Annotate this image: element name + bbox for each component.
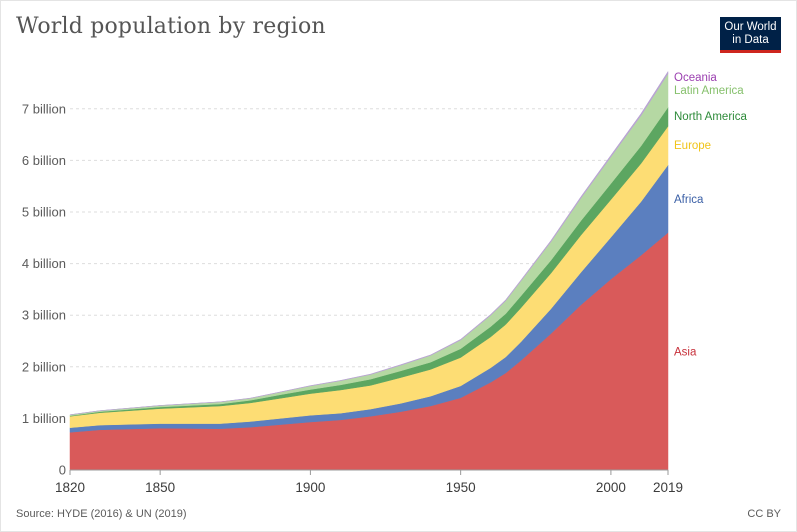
series-labels: Asia Africa Europe North America Latin Ameri… xyxy=(674,72,747,359)
y-tick-label: 7 billion xyxy=(22,101,66,116)
license-link[interactable]: CC BY xyxy=(747,508,781,520)
series-label-europe[interactable]: Europe xyxy=(674,140,711,152)
logo-line-2: in Data xyxy=(732,34,769,46)
y-tick-label: 4 billion xyxy=(22,256,66,271)
series-label-north-america[interactable]: North America xyxy=(674,111,747,123)
source-note[interactable]: Source: HYDE (2016) & UN (2019) xyxy=(16,508,187,520)
series-label-africa[interactable]: Africa xyxy=(674,194,704,206)
series-label-asia[interactable]: Asia xyxy=(674,346,697,358)
series-label-oceania[interactable]: Oceania xyxy=(674,72,717,84)
chart-title: World population by region xyxy=(16,14,326,39)
y-tick-label: 5 billion xyxy=(22,205,66,220)
x-tick-label: 1900 xyxy=(295,480,325,495)
series-label-latin-america[interactable]: Latin America xyxy=(674,85,744,97)
x-tick-label: 1850 xyxy=(145,480,175,495)
x-tick-label: 1950 xyxy=(446,480,476,495)
x-tick-label: 2000 xyxy=(596,480,626,495)
x-tick-label: 1820 xyxy=(55,480,85,495)
y-tick-label: 0 xyxy=(59,463,66,478)
x-tick-label: 2019 xyxy=(653,480,683,495)
axes: 1820 1850 1900 1950 2000 2019 xyxy=(55,469,683,495)
stacked-areas xyxy=(69,70,669,471)
area-oceania[interactable] xyxy=(69,70,669,416)
logo-line-1: Our World xyxy=(724,21,777,33)
y-tick-label: 2 billion xyxy=(22,359,66,374)
y-tick-label: 3 billion xyxy=(22,308,66,323)
owid-logo[interactable]: Our World in Data xyxy=(720,17,781,53)
y-tick-label: 1 billion xyxy=(22,411,66,426)
y-tick-label: 6 billion xyxy=(22,153,66,168)
